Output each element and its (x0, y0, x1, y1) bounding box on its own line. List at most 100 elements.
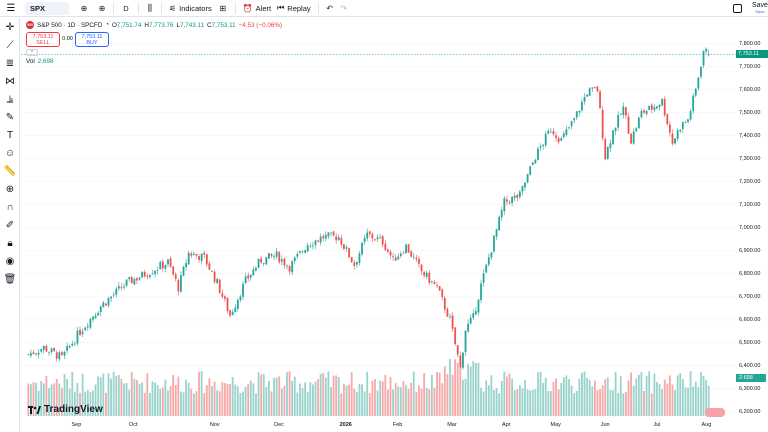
candle-body (498, 216, 501, 231)
lock-drawing-icon[interactable]: ✐ (5, 219, 15, 231)
tradingview-logo-icon (28, 405, 41, 414)
candle-body (353, 262, 356, 266)
tradingview-watermark[interactable]: TradingView (28, 404, 103, 415)
volume-bar (224, 383, 226, 416)
interval-button[interactable]: D (123, 3, 129, 13)
volume-bar (229, 384, 231, 416)
trash-icon[interactable]: 🗑︎ (3, 273, 17, 285)
layout-checkbox-icon[interactable] (733, 4, 742, 13)
candle-body (449, 316, 451, 318)
redo-icon[interactable]: ↷ (340, 3, 347, 13)
add-symbol-icon[interactable]: ⊕ (98, 3, 106, 13)
candle-body (172, 266, 175, 275)
volume-bar (257, 372, 260, 416)
magnet-icon[interactable]: ∩ (6, 201, 14, 213)
volume-bar (415, 392, 418, 416)
candle-body (249, 274, 252, 278)
candle-body (275, 251, 278, 257)
sell-button[interactable]: 7,753.11 SELL (26, 31, 60, 47)
buy-label: BUY (86, 40, 98, 46)
time-axis[interactable]: Sep Oct Nov Dec 2026 Feb Mar Apr May Jun Jul Aug (21, 418, 736, 432)
save-button[interactable]: Save Save (752, 2, 768, 14)
symbol-search[interactable]: SPX (25, 1, 69, 15)
open-value: 7,751.74 (116, 21, 142, 29)
candle-body (490, 252, 493, 258)
candle-body (705, 48, 708, 52)
crosshair-icon[interactable]: ✛ (5, 21, 15, 33)
volume-bar (319, 373, 322, 416)
alert-label: Alert (255, 3, 272, 13)
collapse-legend-icon[interactable]: ⌃ (26, 49, 38, 56)
candle-body (317, 240, 319, 242)
volume-bar (472, 360, 475, 416)
templates-icon[interactable]: ⊞ (219, 3, 227, 13)
volume-bar (366, 371, 369, 416)
candle-body (138, 277, 141, 280)
candle-body (529, 166, 532, 175)
candle-body (133, 279, 136, 285)
eye-icon[interactable]: ◔ (105, 22, 109, 28)
time-tick-label: Nov (209, 422, 220, 428)
currency-flag-icon[interactable] (705, 408, 725, 417)
brush-icon[interactable]: ✎ (5, 111, 15, 123)
time-tick-label: Apr (502, 422, 511, 428)
alert-button[interactable]: ⏰ Alert (240, 0, 274, 17)
lock-icon[interactable]: 🔒︎ (7, 237, 13, 249)
candle-body (689, 110, 692, 120)
candle-body (614, 128, 617, 132)
volume-bar (270, 391, 273, 416)
visibility-icon[interactable]: ◉ (5, 255, 15, 267)
volume-bar (643, 390, 645, 416)
indicators-button[interactable]: ⚟ Indicators (166, 0, 215, 17)
text-icon[interactable]: T (6, 129, 14, 141)
volume-bar (182, 392, 185, 416)
volume-bar (534, 389, 537, 416)
chart-type-icon[interactable]: ⫼ (147, 2, 153, 13)
volume-bar (226, 383, 229, 416)
volume-bar (309, 382, 312, 416)
undo-icon[interactable]: ↶ (326, 3, 333, 13)
candle-body (425, 272, 428, 277)
candle-body (485, 264, 488, 273)
high-key: H (144, 21, 149, 29)
candle-body (29, 353, 32, 356)
candle-body (236, 299, 239, 309)
menu-icon[interactable]: ☰ (6, 2, 16, 14)
candle-body (560, 138, 563, 141)
volume-bar (288, 371, 291, 416)
volume-bar (640, 371, 643, 416)
candle-body (314, 240, 317, 246)
volume-bar (213, 381, 216, 416)
replay-button[interactable]: ⏮ Replay (274, 0, 314, 17)
candle-body (117, 286, 120, 289)
trend-line-icon[interactable]: ⟋ (6, 39, 14, 51)
buy-button[interactable]: 7,753.11 BUY (75, 31, 109, 47)
price-axis[interactable]: 7,800.00 7,700.00 7,600.00 7,500.00 7,400.00… (736, 18, 768, 418)
candle-body (330, 232, 332, 234)
forecast-icon[interactable]: ⫡ (6, 93, 14, 105)
volume-bar (697, 387, 700, 416)
candle-body (612, 130, 614, 145)
candle-body (549, 131, 552, 133)
last-price-label: 7,753.11 (736, 50, 768, 59)
ruler-icon[interactable]: 📏 (3, 165, 17, 177)
fib-icon[interactable]: ≣ (5, 57, 15, 69)
candle-body (679, 129, 682, 132)
pattern-icon[interactable]: ⋈ (5, 75, 15, 87)
volume-bar (296, 392, 299, 416)
emoji-icon[interactable]: ☺ (4, 147, 16, 159)
candle-body (386, 249, 389, 252)
candle-body (526, 174, 529, 183)
volume-bar (606, 377, 609, 416)
compare-icon[interactable]: ⊕ (80, 3, 88, 13)
price-chart[interactable] (21, 18, 736, 418)
zoom-icon[interactable]: ⊕ (5, 183, 15, 195)
volume-bar (174, 384, 177, 416)
volume-bar (273, 377, 275, 416)
symbol-title[interactable]: S&P 500 · 1D · SPCFD (37, 21, 103, 29)
volume-bar (53, 383, 56, 416)
volume-bar (467, 363, 470, 416)
chart-pane[interactable] (21, 18, 736, 418)
candle-body (340, 238, 343, 245)
volume-bar (348, 384, 351, 416)
